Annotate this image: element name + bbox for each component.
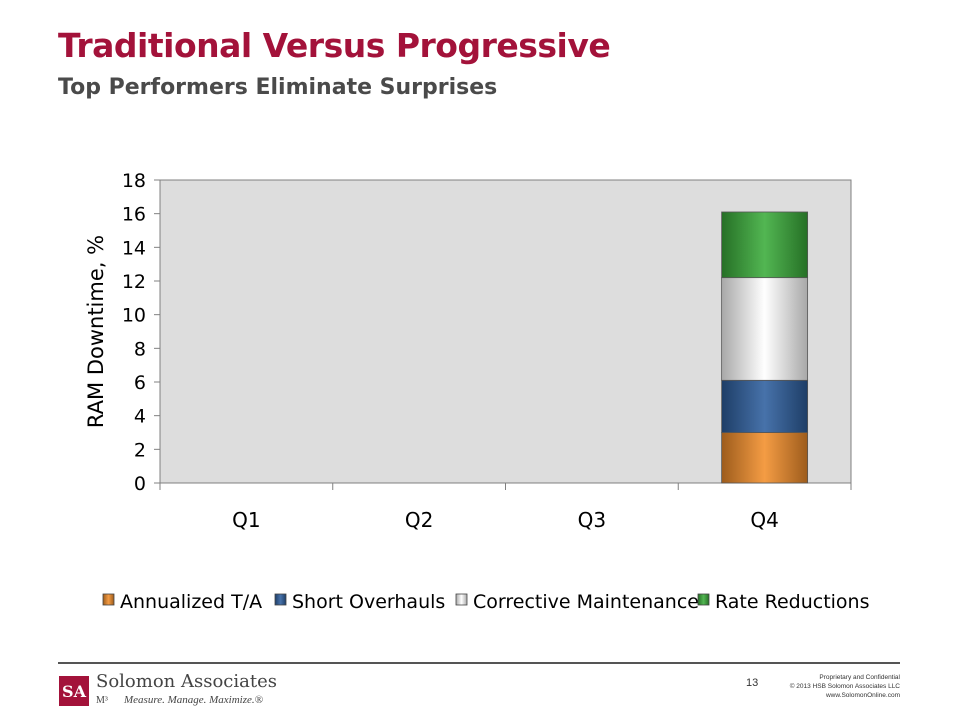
legal-line: www.SolomonOnline.com — [825, 692, 900, 699]
y-tick-label: 14 — [122, 237, 146, 259]
company-mark: M³ — [96, 695, 108, 706]
y-tick-label: 16 — [122, 204, 146, 226]
legend-swatch — [455, 593, 468, 606]
footer-divider — [58, 662, 900, 664]
legend-label: Rate Reductions — [715, 591, 870, 613]
legend-label: Annualized T/A — [120, 591, 262, 613]
legal-line: © 2013 HSB Solomon Associates LLC — [789, 683, 900, 690]
legend-swatch — [274, 593, 287, 606]
bar-segment — [721, 432, 809, 484]
x-tick-label: Q2 — [405, 508, 433, 532]
legend-label: Short Overhauls — [292, 591, 445, 613]
bar-segment — [721, 379, 809, 433]
y-tick-label: 8 — [134, 338, 146, 360]
legal-notice: Proprietary and Confidential © 2013 HSB … — [790, 673, 900, 700]
stacked-bar-chart: 0 2 4 6 8 10 12 14 16 18 RAM Downtime, % Q1 Q2 Q3 Q4 An… — [84, 170, 870, 613]
x-tick-label: Q1 — [232, 508, 260, 532]
y-tick-label: 10 — [122, 305, 146, 327]
bar-segment — [721, 277, 809, 381]
slide-subtitle: Top Performers Eliminate Surprises — [58, 75, 498, 100]
y-tick-label: 6 — [134, 372, 146, 394]
legend-label: Corrective Maintenance — [473, 591, 699, 613]
y-tick-label: 2 — [134, 439, 146, 461]
y-tick-label: 18 — [122, 170, 146, 192]
y-tick-label: 0 — [134, 473, 146, 495]
y-tick-label: 4 — [134, 406, 146, 428]
solomon-logo-icon: SA — [59, 676, 89, 706]
x-tick-label: Q4 — [750, 508, 778, 532]
legend-swatch — [102, 593, 115, 606]
company-tagline: Measure. Manage. Maximize.® — [124, 694, 263, 706]
bar-segment — [721, 211, 809, 279]
slide-title: Traditional Versus Progressive — [58, 26, 611, 65]
legend-swatch — [697, 593, 710, 606]
page-number: 13 — [746, 677, 759, 689]
legal-line: Proprietary and Confidential — [819, 674, 900, 681]
y-axis-label: RAM Downtime, % — [84, 235, 108, 428]
x-tick-label: Q3 — [578, 508, 606, 532]
y-tick-label: 12 — [122, 271, 146, 293]
company-name: Solomon Associates — [96, 671, 277, 692]
